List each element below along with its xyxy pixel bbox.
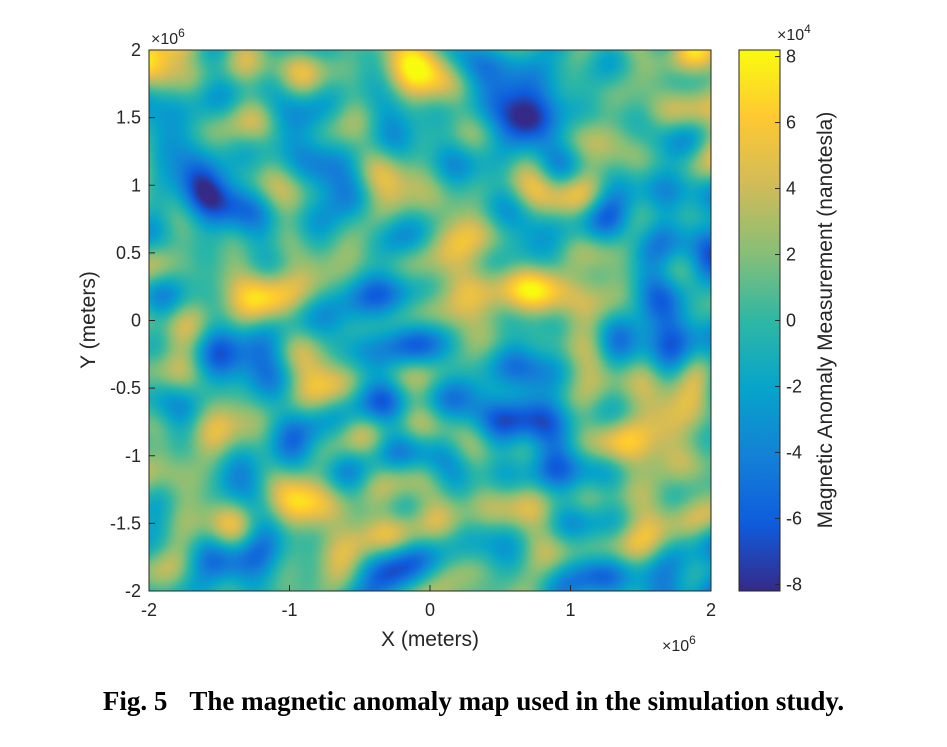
x-axis-label: X (meters) xyxy=(381,628,479,651)
y-tick-label: 0 xyxy=(131,311,141,331)
y-tick-label: 1 xyxy=(131,175,141,195)
colorbar-axis: 8 6 4 2 0 -2 -4 -6 -8 xyxy=(775,47,802,594)
y-tick-label: 0.5 xyxy=(116,243,141,263)
y-axis-label: Y (meters) xyxy=(77,271,100,369)
figure-canvas: -2 -1 0 1 2 2 1.5 1 0.5 0 -0.5 -1 -1.5 -2 X (meters)… xyxy=(77,22,837,655)
y-tick-label: -0.5 xyxy=(110,378,141,398)
x-tick-label: -2 xyxy=(141,600,157,620)
heatmap xyxy=(148,49,712,592)
x-tick-label: 0 xyxy=(425,600,435,620)
y-tick-label: 2 xyxy=(131,40,141,60)
x-tick-label: -1 xyxy=(281,600,297,620)
colorbar: 8 6 4 2 0 -2 -4 -6 -8 ×104 Magnetic Anomaly Meas… xyxy=(738,22,837,594)
caption-number: Fig. 5 xyxy=(102,686,168,716)
colorbar-tick-label: 8 xyxy=(786,47,796,67)
y-axis: 2 1.5 1 0.5 0 -0.5 -1 -1.5 -2 xyxy=(110,40,155,601)
x-exponent-label: ×106 xyxy=(662,633,696,655)
colorbar-tick-label: -2 xyxy=(786,376,802,396)
colorbar-tick-label: -4 xyxy=(786,442,802,462)
y-exponent-label: ×106 xyxy=(151,26,185,48)
y-tick-label: 1.5 xyxy=(116,108,141,128)
y-tick-label: -1.5 xyxy=(110,513,141,533)
colorbar-tick-label: 0 xyxy=(786,311,796,331)
figure-caption: Fig. 5 The magnetic anomaly map used in t… xyxy=(0,686,947,717)
colorbar-tick-label: 2 xyxy=(786,245,796,265)
colorbar-bar xyxy=(738,49,781,592)
colorbar-tick-label: 4 xyxy=(786,179,796,199)
colorbar-label: Magnetic Anomaly Measurement (nanotesla) xyxy=(814,112,837,529)
colorbar-exponent-label: ×104 xyxy=(777,22,811,44)
y-tick-label: -2 xyxy=(125,581,141,601)
x-tick-label: 1 xyxy=(565,600,575,620)
colorbar-tick-label: -8 xyxy=(786,574,802,594)
x-tick-label: 2 xyxy=(706,600,716,620)
colorbar-tick-label: 6 xyxy=(786,113,796,133)
x-axis: -2 -1 0 1 2 xyxy=(141,585,716,620)
heatmap-image xyxy=(149,50,711,591)
colorbar-tick-label: -6 xyxy=(786,508,802,528)
caption-text: The magnetic anomaly map used in the sim… xyxy=(189,686,845,716)
y-tick-label: -1 xyxy=(125,446,141,466)
